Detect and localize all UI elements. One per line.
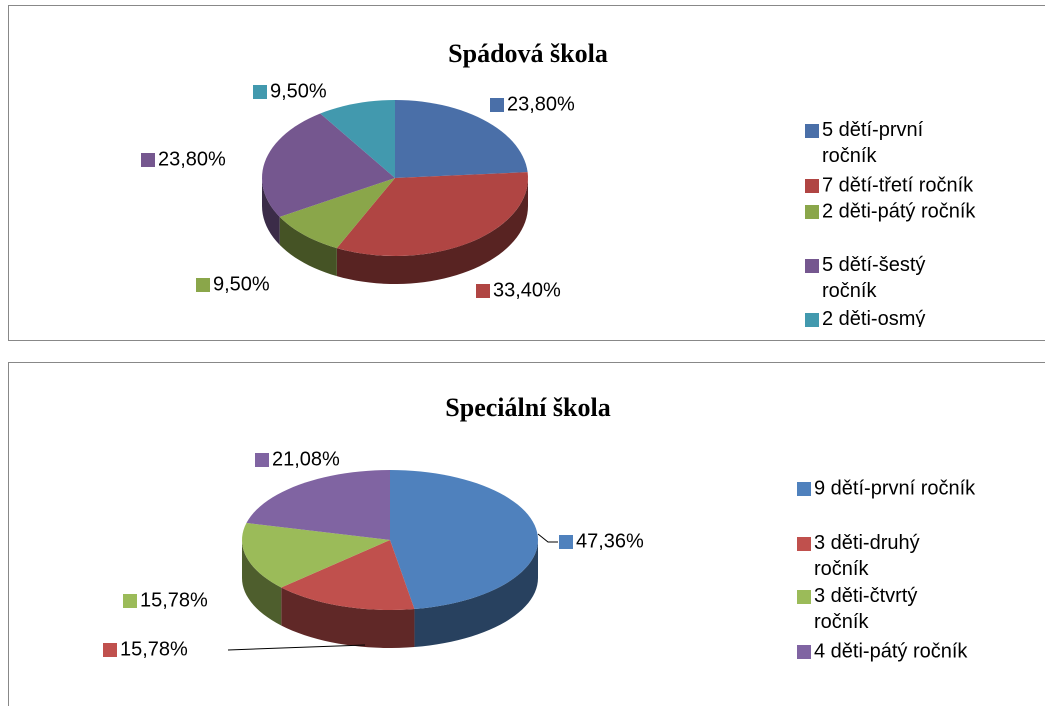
legend-line: 2 děti-osmý <box>822 308 931 330</box>
chart-title: Speciální škola <box>445 393 610 422</box>
legend-label: 4 děti-pátý ročník <box>814 640 968 662</box>
label-key <box>123 594 137 608</box>
pie-slice <box>336 172 528 256</box>
data-label: 23,80% <box>507 93 575 115</box>
label-key <box>559 535 573 549</box>
legend-label: 7 dětí-třetí ročník <box>822 174 974 196</box>
label-key <box>196 278 210 292</box>
pie-slice <box>320 100 395 178</box>
data-label: 9,50% <box>213 273 270 295</box>
legend-line: 3 děti-druhý <box>814 532 925 554</box>
legend-key <box>797 590 811 604</box>
legend-key <box>805 179 819 193</box>
legend-key <box>797 482 811 496</box>
legend-label: 3 děti-čtvrtý ročník <box>814 585 923 633</box>
data-label: 47,36% <box>576 530 644 552</box>
slice-side <box>279 216 337 277</box>
legend-line: 5 dětí-šestý <box>822 254 931 276</box>
legend-line: 3 děti-čtvrtý <box>814 585 923 607</box>
legend-key <box>805 313 819 327</box>
chart-frame <box>8 362 1045 706</box>
label-key <box>490 98 504 112</box>
legend-key <box>797 645 811 659</box>
chart: 47,36% 15,78% 15,78% 21,08% 9 dětí-první roč… <box>103 448 976 662</box>
label-key <box>103 643 117 657</box>
data-label: 15,78% <box>140 589 208 611</box>
label-key <box>253 85 267 99</box>
data-label: 21,08% <box>272 448 340 470</box>
data-label: 15,78% <box>120 638 188 660</box>
legend: 5 dětí-první ročník 7 dětí-třetí ročník 2 … <box>805 119 976 356</box>
data-label: 9,50% <box>270 80 327 102</box>
pie-slice <box>281 540 415 610</box>
legend-label: 2 děti-pátý ročník <box>822 200 976 222</box>
label-key <box>255 453 269 467</box>
legend-label: 2 děti-osmý ročník <box>822 308 931 356</box>
legend-line: ročník <box>814 558 869 580</box>
pie-slice <box>395 100 528 178</box>
legend-label: 5 dětí-šestý ročník <box>822 254 931 302</box>
label-key <box>476 284 490 298</box>
legend-key <box>805 124 819 138</box>
label-key <box>141 153 155 167</box>
legend-label: 9 dětí-první ročník <box>814 477 976 499</box>
slice-side <box>262 178 280 245</box>
legend-key <box>797 537 811 551</box>
legend-line: 5 dětí-první <box>822 119 929 141</box>
pie-slice <box>279 178 395 249</box>
slice-side <box>242 540 282 626</box>
legend-label: 3 děti-druhý ročník <box>814 532 925 580</box>
chart-frame <box>8 5 1045 341</box>
pie-slice <box>262 113 395 217</box>
chart-title: Spádová škola <box>448 39 608 68</box>
legend-key <box>805 205 819 219</box>
data-label: 23,80% <box>158 148 226 170</box>
legend-line: ročník <box>822 145 877 167</box>
data-label: 33,40% <box>493 279 561 301</box>
legend-line: ročník <box>814 611 869 633</box>
pie-slice <box>242 522 390 588</box>
leader-line <box>227 644 366 651</box>
pie-slice <box>246 470 390 540</box>
pie-slice <box>390 470 538 610</box>
legend-line: ročník <box>822 280 877 302</box>
slice-side <box>281 587 415 648</box>
legend-label: 5 dětí-první ročník <box>822 119 929 167</box>
legend-line: ročník <box>822 334 877 356</box>
slice-side <box>336 178 528 284</box>
chart: 23,80% 33,40% 9,50% 23,80% 9,50% 5 dětí-první… <box>141 80 976 356</box>
legend-key <box>805 259 819 273</box>
slice-side <box>414 540 538 648</box>
leader-line <box>537 533 558 543</box>
